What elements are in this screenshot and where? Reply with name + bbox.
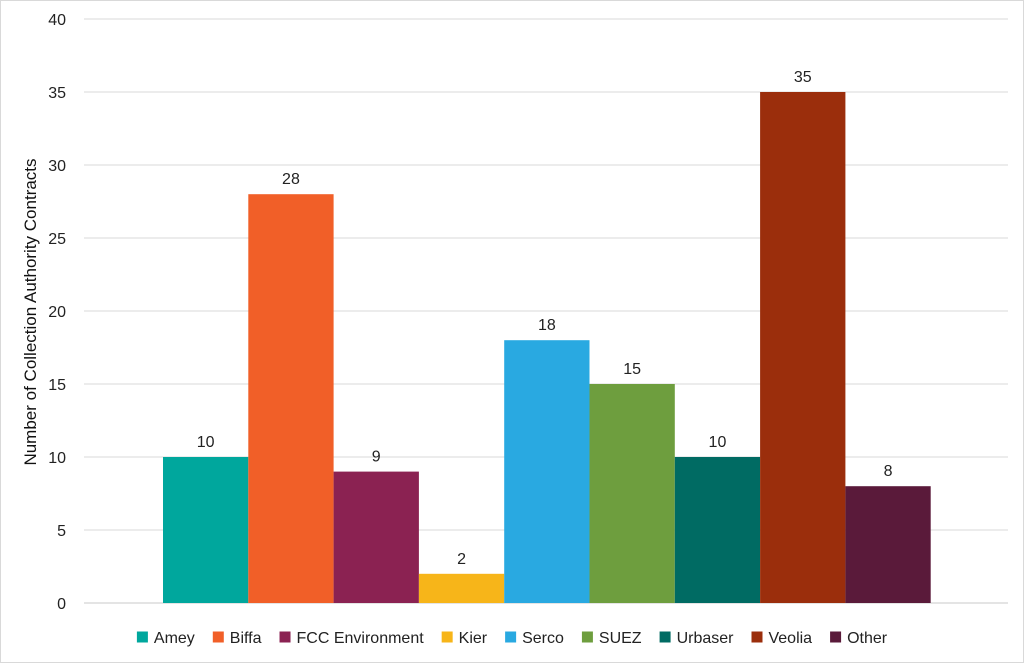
data-label: 2 (457, 551, 466, 568)
legend-item-amey: Amey (136, 630, 195, 647)
y-tick-label: 30 (48, 158, 66, 175)
data-label: 8 (884, 463, 893, 480)
legend-label: Other (847, 630, 888, 647)
legend-label: Biffa (230, 630, 262, 647)
legend-item-fcc-environment: FCC Environment (279, 630, 425, 647)
bar-serco (504, 340, 590, 603)
bar-veolia (760, 92, 846, 603)
bar-suez (589, 384, 675, 603)
legend-swatch (212, 631, 224, 643)
legend-item-serco: Serco (505, 630, 564, 647)
legend-item-suez: SUEZ (581, 630, 642, 647)
legend-swatch (751, 631, 763, 643)
legend-label: Amey (154, 630, 195, 647)
bar-other (845, 486, 931, 603)
bar-biffa (248, 194, 334, 603)
legend-item-veolia: Veolia (751, 630, 812, 647)
legend-swatch (659, 631, 671, 643)
legend-label: FCC Environment (297, 630, 425, 647)
legend-swatch (505, 631, 517, 643)
y-axis-ticks: 0 5 10 15 20 25 30 35 40 (48, 12, 66, 613)
bar-fcc-environment (333, 471, 419, 603)
legend-item-kier: Kier (441, 630, 488, 647)
legend: Amey Biffa FCC Environment Kier Serco SUEZ Urb… (136, 630, 888, 647)
legend-label: Kier (459, 630, 488, 647)
legend-swatch (136, 631, 148, 643)
data-label: 10 (709, 434, 727, 451)
legend-swatch (441, 631, 453, 643)
y-tick-label: 35 (48, 85, 66, 102)
bar-kier (418, 573, 505, 603)
legend-label: SUEZ (599, 630, 642, 647)
y-axis-title: Number of Collection Authority Contracts (21, 158, 40, 465)
y-tick-label: 15 (48, 377, 66, 394)
data-label: 9 (372, 449, 381, 466)
bar-urbaser (674, 457, 761, 603)
legend-swatch (581, 631, 593, 643)
bars (163, 92, 931, 603)
legend-label: Veolia (768, 630, 812, 647)
y-tick-label: 20 (48, 304, 66, 321)
y-tick-label: 40 (48, 12, 66, 29)
data-label: 18 (538, 317, 556, 334)
data-label: 28 (282, 171, 300, 188)
legend-label: Urbaser (677, 630, 735, 647)
legend-label: Serco (522, 630, 564, 647)
legend-item-other: Other (830, 630, 888, 647)
legend-swatch (279, 631, 291, 643)
data-labels: 10 28 9 2 18 15 10 35 8 (197, 69, 893, 568)
y-tick-label: 25 (48, 231, 66, 248)
bar-amey (163, 457, 249, 603)
legend-item-urbaser: Urbaser (659, 630, 735, 647)
y-tick-label: 0 (57, 596, 66, 613)
data-label: 35 (794, 69, 812, 86)
legend-swatch (830, 631, 842, 643)
y-tick-label: 5 (57, 523, 66, 540)
data-label: 10 (197, 434, 215, 451)
y-tick-label: 10 (48, 450, 66, 467)
data-label: 15 (623, 361, 641, 378)
legend-item-biffa: Biffa (212, 630, 262, 647)
